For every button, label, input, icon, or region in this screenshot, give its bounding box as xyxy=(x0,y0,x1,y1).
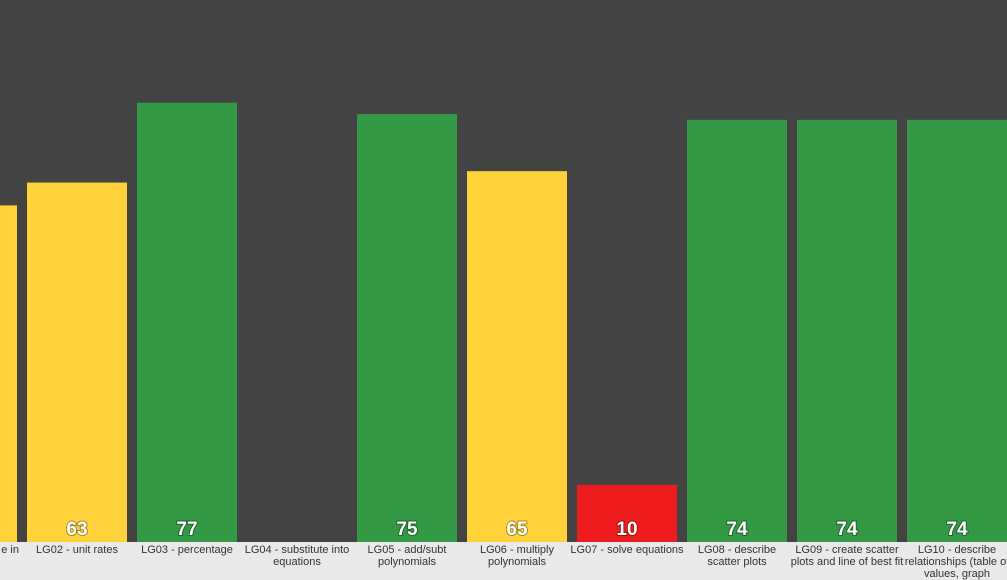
value-label: 74 xyxy=(946,519,968,540)
value-label: 74 xyxy=(836,519,858,540)
x-tick-label: LG09 - create scatter plots and line of … xyxy=(790,544,904,568)
x-tick-label: LG06 - multiply polynomials xyxy=(480,544,554,568)
bar xyxy=(27,182,127,542)
value-label: 65 xyxy=(506,519,528,540)
bar xyxy=(0,205,17,542)
x-tick-label: LG05 - add/subt polynomials xyxy=(367,544,447,568)
bar xyxy=(797,119,897,542)
x-tick-label: e in xyxy=(1,544,19,556)
bar xyxy=(577,484,677,542)
value-label: 10 xyxy=(616,519,637,540)
x-tick-label: LG10 - describe relationships (table of … xyxy=(904,544,1007,580)
value-label: 77 xyxy=(176,519,197,540)
x-tick-label: LG03 - percentage xyxy=(141,544,233,556)
value-label: 75 xyxy=(396,519,418,540)
bar xyxy=(907,119,1007,542)
bar xyxy=(687,119,787,542)
bar xyxy=(357,114,457,542)
bar xyxy=(467,171,567,542)
x-tick-label: LG07 - solve equations xyxy=(570,544,684,556)
x-tick-label: LG08 - describe scatter plots xyxy=(697,544,777,568)
chart: 596377756510747474 xyxy=(0,0,1007,542)
x-tick-label: LG04 - substitute into equations xyxy=(244,544,350,568)
x-tick-label: LG02 - unit rates xyxy=(36,544,118,556)
value-label: 74 xyxy=(726,519,748,540)
bar xyxy=(137,102,237,542)
value-label: 63 xyxy=(66,519,87,540)
